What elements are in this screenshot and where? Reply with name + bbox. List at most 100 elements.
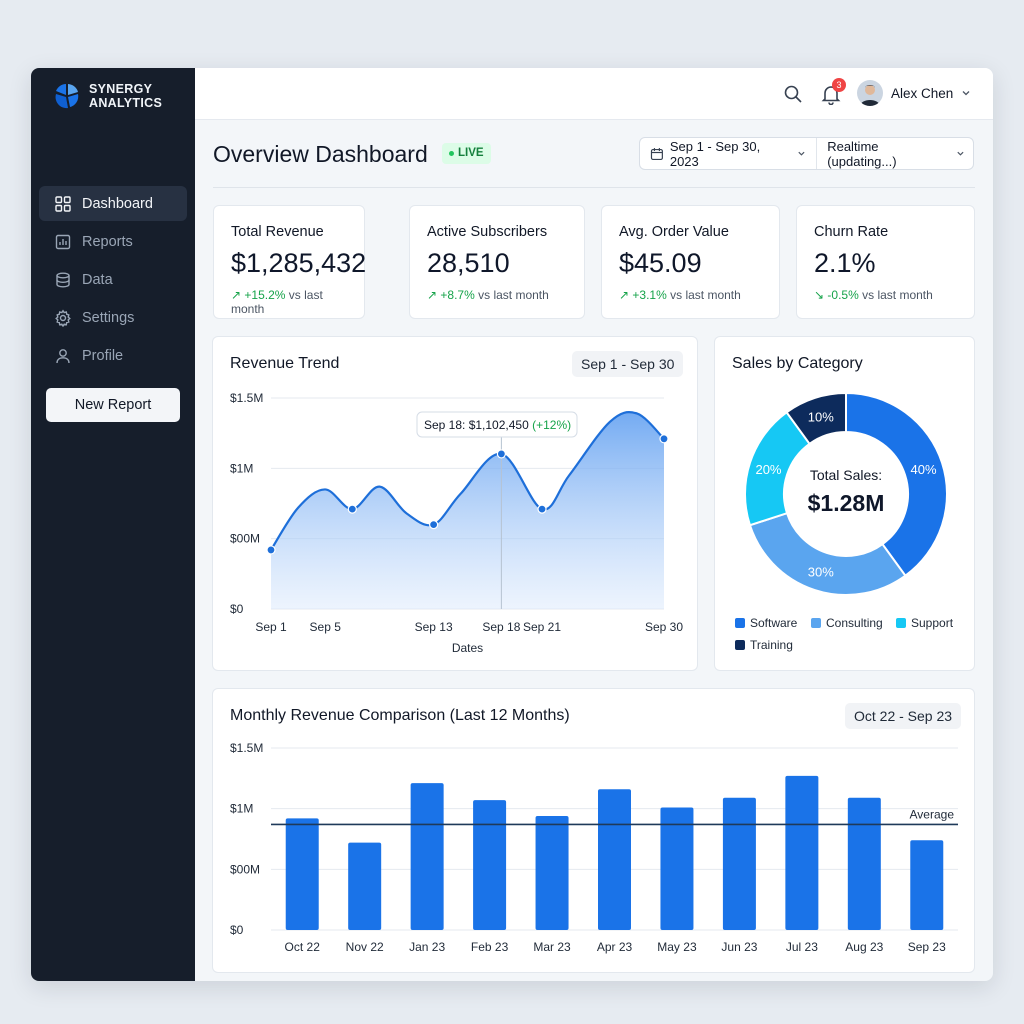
bar <box>785 775 819 930</box>
trend-line <box>270 411 665 551</box>
sidebar-item-label: Data <box>82 271 113 288</box>
sidebar: SYNERGY ANALYTICS Dashboard Reports <box>31 68 195 981</box>
slice-label: 40% <box>910 462 936 477</box>
x-tick-label: Jul 23 <box>786 940 818 954</box>
trend-down-icon: ↘ <box>814 288 825 302</box>
kpi-label: Avg. Order Value <box>619 224 729 240</box>
sales-by-category-panel: Sales by Category 40% 30% 20% 10% Total Sale… <box>714 336 975 671</box>
kpi-card-churn-rate[interactable]: Churn Rate 2.1% ↘ -0.5% vs last month <box>796 205 975 319</box>
slice-label: 30% <box>808 565 834 580</box>
kpi-delta: ↗ +8.7% vs last month <box>427 288 567 302</box>
date-range-pill[interactable]: Sep 1 - Sep 30 <box>572 351 684 377</box>
brand-logo-icon <box>55 84 79 109</box>
panel-title: Revenue Trend <box>230 355 340 372</box>
sidebar-item-settings[interactable]: Settings <box>39 300 187 335</box>
sidebar-item-reports[interactable]: Reports <box>39 224 187 259</box>
sidebar-item-profile[interactable]: Profile <box>39 338 187 373</box>
live-dot-icon <box>449 151 454 156</box>
sidebar-item-label: Dashboard <box>82 195 153 212</box>
kpi-card-active-subscribers[interactable]: Active Subscribers 28,510 ↗ +8.7% vs las… <box>409 205 585 319</box>
trend-point <box>537 504 547 514</box>
x-tick-label: Sep 23 <box>908 940 946 954</box>
x-tick-label: Oct 22 <box>285 940 321 954</box>
panel-title: Sales by Category <box>732 355 863 372</box>
legend-label: Software <box>750 616 798 630</box>
sidebar-item-label: Settings <box>82 309 135 326</box>
live-badge: LIVE <box>442 143 491 164</box>
calendar-icon <box>650 147 663 160</box>
kpi-value: 28,510 <box>427 248 510 278</box>
header-controls: Sep 1 - Sep 30, 2023 Realtime (updating.… <box>639 137 974 170</box>
legend-swatch <box>735 640 745 650</box>
kpi-delta-value: -0.5% <box>827 288 859 302</box>
database-icon <box>56 272 70 288</box>
date-range-pill[interactable]: Oct 22 - Sep 23 <box>845 703 962 729</box>
y-tick-label: $00M <box>230 862 260 876</box>
legend-swatch <box>896 618 906 628</box>
date-range-picker[interactable]: Sep 1 - Sep 30, 2023 <box>640 138 818 169</box>
trend-area <box>271 412 664 609</box>
x-tick-label: Sep 13 <box>415 620 453 634</box>
sidebar-item-dashboard[interactable]: Dashboard <box>39 186 187 221</box>
kpi-delta-value: +15.2% <box>244 288 286 302</box>
legend-label: Support <box>911 616 954 630</box>
y-tick-label: $1.5M <box>230 741 263 755</box>
kpi-value: 2.1% <box>814 248 876 278</box>
tooltip-label: Sep 18: $1,102,450 <box>424 418 532 432</box>
page-title: Overview Dashboard <box>213 141 428 167</box>
user-name: Alex Chen <box>891 85 954 101</box>
kpi-delta-suffix: vs last month <box>862 288 933 302</box>
new-report-button[interactable]: New Report <box>46 388 180 422</box>
refresh-mode-value: Realtime (updating...) <box>827 138 897 169</box>
kpi-card-avg-order-value[interactable]: Avg. Order Value $45.09 ↗ +3.1% vs last … <box>601 205 780 319</box>
x-tick-label: Sep 21 <box>523 620 561 634</box>
kpi-delta: ↗ +3.1% vs last month <box>619 288 762 302</box>
sidebar-nav: Dashboard Reports Data Settings <box>39 186 187 376</box>
app-window: SYNERGY ANALYTICS Dashboard Reports <box>31 68 993 981</box>
y-tick-label: $0 <box>230 923 244 937</box>
bar <box>285 818 319 930</box>
user-menu[interactable]: Alex Chen <box>857 80 971 106</box>
bar <box>348 842 382 930</box>
kpi-label: Churn Rate <box>814 224 889 240</box>
kpi-label: Active Subscribers <box>427 224 548 240</box>
sidebar-item-label: Reports <box>82 233 133 250</box>
trend-point <box>496 449 506 459</box>
bar <box>660 807 694 930</box>
kpi-delta-suffix: vs last month <box>670 288 741 302</box>
y-tick-label: $1.5M <box>230 391 263 405</box>
avatar <box>857 80 883 106</box>
x-tick-label: Apr 23 <box>597 940 633 954</box>
tooltip-text: Sep 18: $1,102,450 (+12%) <box>424 418 571 432</box>
x-tick-label: Nov 22 <box>346 940 384 954</box>
brand-line-2: ANALYTICS <box>89 96 163 110</box>
x-tick-label: Sep 5 <box>310 620 342 634</box>
brand[interactable]: SYNERGY ANALYTICS <box>53 82 179 110</box>
kpi-delta-suffix: vs last month <box>231 288 323 316</box>
search-icon[interactable] <box>783 84 803 104</box>
sidebar-item-data[interactable]: Data <box>39 262 187 297</box>
kpi-card-total-revenue[interactable]: Total Revenue $1,285,432 ↗ +15.2% vs las… <box>213 205 366 319</box>
kpi-delta-value: +8.7% <box>440 288 475 302</box>
x-tick-label: Sep 18 <box>482 620 520 634</box>
legend-label: Consulting <box>826 616 883 630</box>
kpi-delta-suffix: vs last month <box>478 288 549 302</box>
header-divider <box>213 187 975 188</box>
chevron-down-icon <box>798 151 805 156</box>
kpi-delta: ↗ +15.2% vs last month <box>231 288 347 316</box>
brand-line-1: SYNERGY <box>89 82 153 96</box>
x-tick-label: Aug 23 <box>845 940 883 954</box>
trend-point <box>429 520 439 530</box>
donut-slice-software <box>845 391 948 578</box>
sales-donut-chart: 40% 30% 20% 10% Total Sales: $1.28M Software Co… <box>735 391 954 652</box>
notification-badge: 3 <box>832 78 846 92</box>
bar <box>535 815 569 930</box>
user-icon <box>56 348 70 363</box>
bar-chart-icon <box>55 234 71 249</box>
x-tick-label: Feb 23 <box>471 940 509 954</box>
panel-title: Monthly Revenue Comparison (Last 12 Mont… <box>230 707 570 724</box>
refresh-mode-select[interactable]: Realtime (updating...) <box>817 139 973 169</box>
y-tick-label: $1M <box>230 802 253 816</box>
bar <box>722 797 756 930</box>
